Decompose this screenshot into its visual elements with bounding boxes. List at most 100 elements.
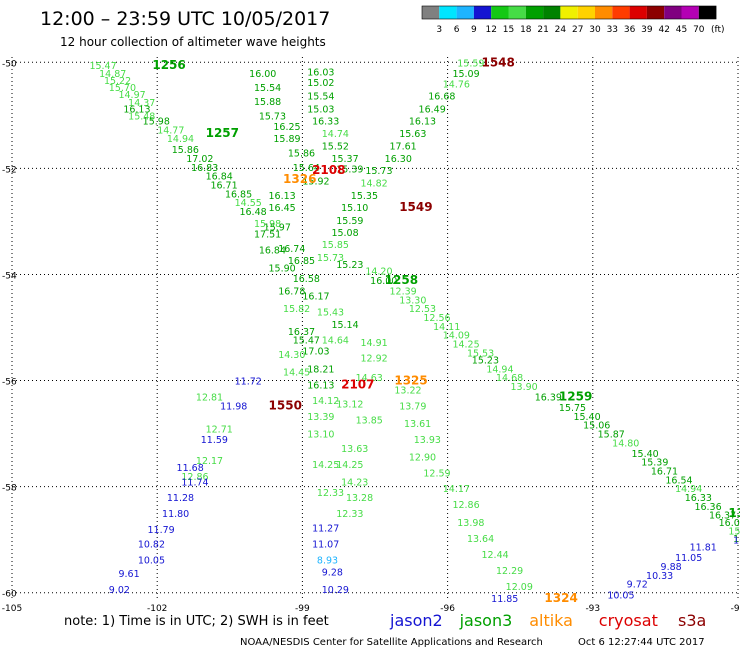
swh-value-label: 14.76 [443,80,470,91]
legend-item: cryosat [599,611,658,630]
pass-id-label: 1257 [206,126,239,140]
swh-value-label: 11.98 [220,401,247,412]
swh-value-label: 16.37 [288,327,315,338]
swh-value-label: 12.90 [409,452,436,463]
swh-value-label: 16.13 [307,380,334,391]
colorbar-unit: (ft) [711,25,725,35]
swh-value-label: 12.86 [452,500,479,511]
swh-value-label: 8.93 [317,555,338,566]
colorbar-swatch [456,6,474,19]
colorbar-swatch [508,6,526,19]
swh-value-label: 15.80 [728,527,740,538]
swh-value-label: 16.68 [428,92,455,103]
colorbar-swatch [422,6,440,19]
swh-value-label: 16.30 [385,154,412,165]
swh-value-label: 11.05 [675,553,702,564]
swh-value-label: 16.71 [651,467,678,478]
swh-value-label: 12.39 [390,286,417,297]
legend-item: jason3 [459,611,513,630]
swh-value-label: 14.11 [433,322,460,333]
swh-value-label: 14.91 [360,338,387,349]
swh-value-label: 17.03 [302,346,329,357]
swh-value-label: 15.73 [259,111,286,122]
swh-value-label: 17.51 [254,230,281,241]
swh-value-label: 14.87 [99,69,126,80]
swh-value-label: 15.03 [307,104,334,115]
swh-value-label: 11.79 [148,525,175,536]
swh-value-label: 14.68 [496,373,523,384]
colorbar-tick-label: 42 [658,25,669,35]
y-tick-label: -60 [2,590,17,600]
colorbar-swatch [577,6,595,19]
colorbar-tick-label: 3 [436,25,442,35]
colorbar-swatch [439,6,457,19]
swh-value-label: 12.71 [206,424,233,435]
swh-value-label: 14.74 [322,129,349,140]
swh-value-label: 13.10 [307,430,334,441]
pass-id-label: 1259 [559,389,592,403]
data-labels: 15.4714.8715.2215.7014.9714.3716.1315.48… [89,55,740,605]
swh-value-label: 14.94 [486,364,513,375]
swh-value-label: 12.29 [496,566,523,577]
colorbar-tick-label: 36 [624,25,636,35]
swh-value-label: 16.85 [225,189,252,200]
swh-value-label: 11.74 [181,477,208,488]
swh-value-label: 16.84 [206,171,233,182]
swh-value-label: 12.33 [336,509,363,520]
swh-value-label: 15.02 [307,78,334,89]
swh-value-label: 16.83 [191,163,218,174]
swh-value-label: 14.97 [118,90,145,101]
swh-value-label: 18.21 [307,364,334,375]
swh-value-label: 15.06 [583,421,610,432]
pass-id-label: 1548 [481,55,514,69]
swh-value-label: 12.44 [481,550,508,561]
y-tick-label: -56 [2,378,17,388]
swh-value-label: 16.00 [249,69,276,80]
colorbar-tick-label: 33 [607,25,618,35]
swh-value-label: 15.09 [452,69,479,80]
swh-value-label: 16.36 [694,502,721,513]
swh-value-label: 15.48 [128,111,155,122]
pass-id-label: 1550 [269,398,302,412]
swh-value-label: 15.89 [273,134,300,145]
colorbar-swatch [595,6,613,19]
footer-timestamp: Oct 6 12:27:44 UTC 2017 [578,637,705,648]
swh-value-label: 15.14 [331,320,358,331]
swh-value-label: 15.47 [89,61,116,72]
legend-item: jason2 [389,611,443,630]
swh-value-label: 14.09 [443,330,470,341]
pass-id-label: 1256 [152,58,185,72]
footer-credit: NOAA/NESDIS Center for Satellite Applica… [240,637,543,648]
swh-value-label: 11.59 [201,435,228,446]
swh-value-label: 12.17 [196,456,223,467]
pass-id-label: 2107 [341,377,374,391]
swh-value-label: 17.02 [186,154,213,165]
swh-value-label: 15.92 [302,177,329,188]
colorbar-tick-label: 30 [589,25,601,35]
swh-value-label: 13.98 [457,518,484,529]
colorbar-tick-label: 6 [454,25,460,35]
swh-value-label: 13.39 [307,412,334,423]
swh-value-label: 12.33 [317,488,344,499]
swh-value-label: 15.43 [317,308,344,319]
colorbar-tick-label: 70 [693,25,705,35]
swh-value-label: 16.37 [709,511,736,522]
pass-id-label: 1326 [283,172,316,186]
swh-value-label: 14.20 [365,267,392,278]
swh-value-label: 11.72 [235,377,262,388]
colorbar-tick-label: 24 [555,25,567,35]
colorbar-tick-label: 18 [520,25,532,35]
swh-value-label: 15.98 [143,117,170,128]
swh-value-label: 15.54 [307,92,334,103]
swh-value-label: 15.60 [733,534,740,545]
colorbar-swatch [681,6,699,19]
swh-value-label: 15.53 [467,348,494,359]
swh-value-label: 15.73 [365,166,392,177]
swh-value-label: 9.72 [627,580,648,591]
swh-value-label: 15.40 [573,412,600,423]
swh-value-label: 15.88 [254,97,281,108]
pass-id-label: 1324 [544,591,577,605]
x-tick-label: -99 [295,604,310,614]
swh-value-label: 16.03 [307,67,334,78]
chart-title: 12:00 – 23:59 UTC 10/05/2017 [40,8,330,30]
